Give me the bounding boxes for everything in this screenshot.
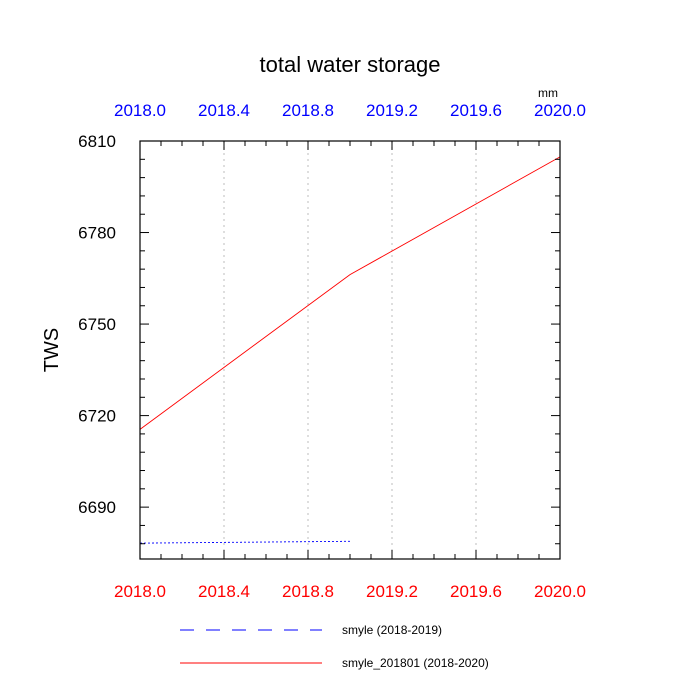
- x-tick-label-top-0: 2018.0: [114, 101, 166, 120]
- plot-frame: [139, 140, 561, 560]
- x-tick-label-top-2: 2018.8: [282, 101, 334, 120]
- x-tick-label-top-3: 2019.2: [366, 101, 418, 120]
- series-layer: [139, 156, 561, 544]
- chart-title: total water storage: [260, 52, 441, 77]
- x-tick-label-bottom-5: 2020.0: [534, 582, 586, 601]
- y-tick-label-0: 6690: [78, 498, 116, 517]
- y-tick-label-3: 6780: [78, 224, 116, 243]
- x-tick-label-bottom-3: 2019.2: [366, 582, 418, 601]
- grid-lines: [223, 141, 477, 559]
- legend-label-0: smyle (2018-2019): [342, 623, 442, 637]
- y-tick-label-1: 6720: [78, 407, 116, 426]
- x-tick-label-bottom-0: 2018.0: [114, 582, 166, 601]
- x-tick-label-top-1: 2018.4: [198, 101, 250, 120]
- series-line-0: [139, 540, 351, 544]
- x-tick-label-top-4: 2019.6: [450, 101, 502, 120]
- y-tick-label-2: 6750: [78, 315, 116, 334]
- y-tick-label-4: 6810: [78, 132, 116, 151]
- tick-labels: 2018.0 2018.0 2018.4 2018.4 2018.8 2018.8 2019…: [78, 101, 586, 601]
- x-tick-label-bottom-4: 2019.6: [450, 582, 502, 601]
- series-line-1: [139, 156, 561, 430]
- y-axis-label: TWS: [41, 328, 63, 372]
- legend: smyle (2018-2019) smyle_201801 (2018-2020…: [180, 623, 489, 670]
- legend-label-1: smyle_201801 (2018-2020): [342, 656, 489, 670]
- tick-marks: [139, 140, 561, 559]
- x-tick-label-bottom-1: 2018.4: [198, 582, 250, 601]
- x-tick-label-bottom-2: 2018.8: [282, 582, 334, 601]
- x-tick-label-top-5: 2020.0: [534, 101, 586, 120]
- units-label: mm: [538, 86, 558, 100]
